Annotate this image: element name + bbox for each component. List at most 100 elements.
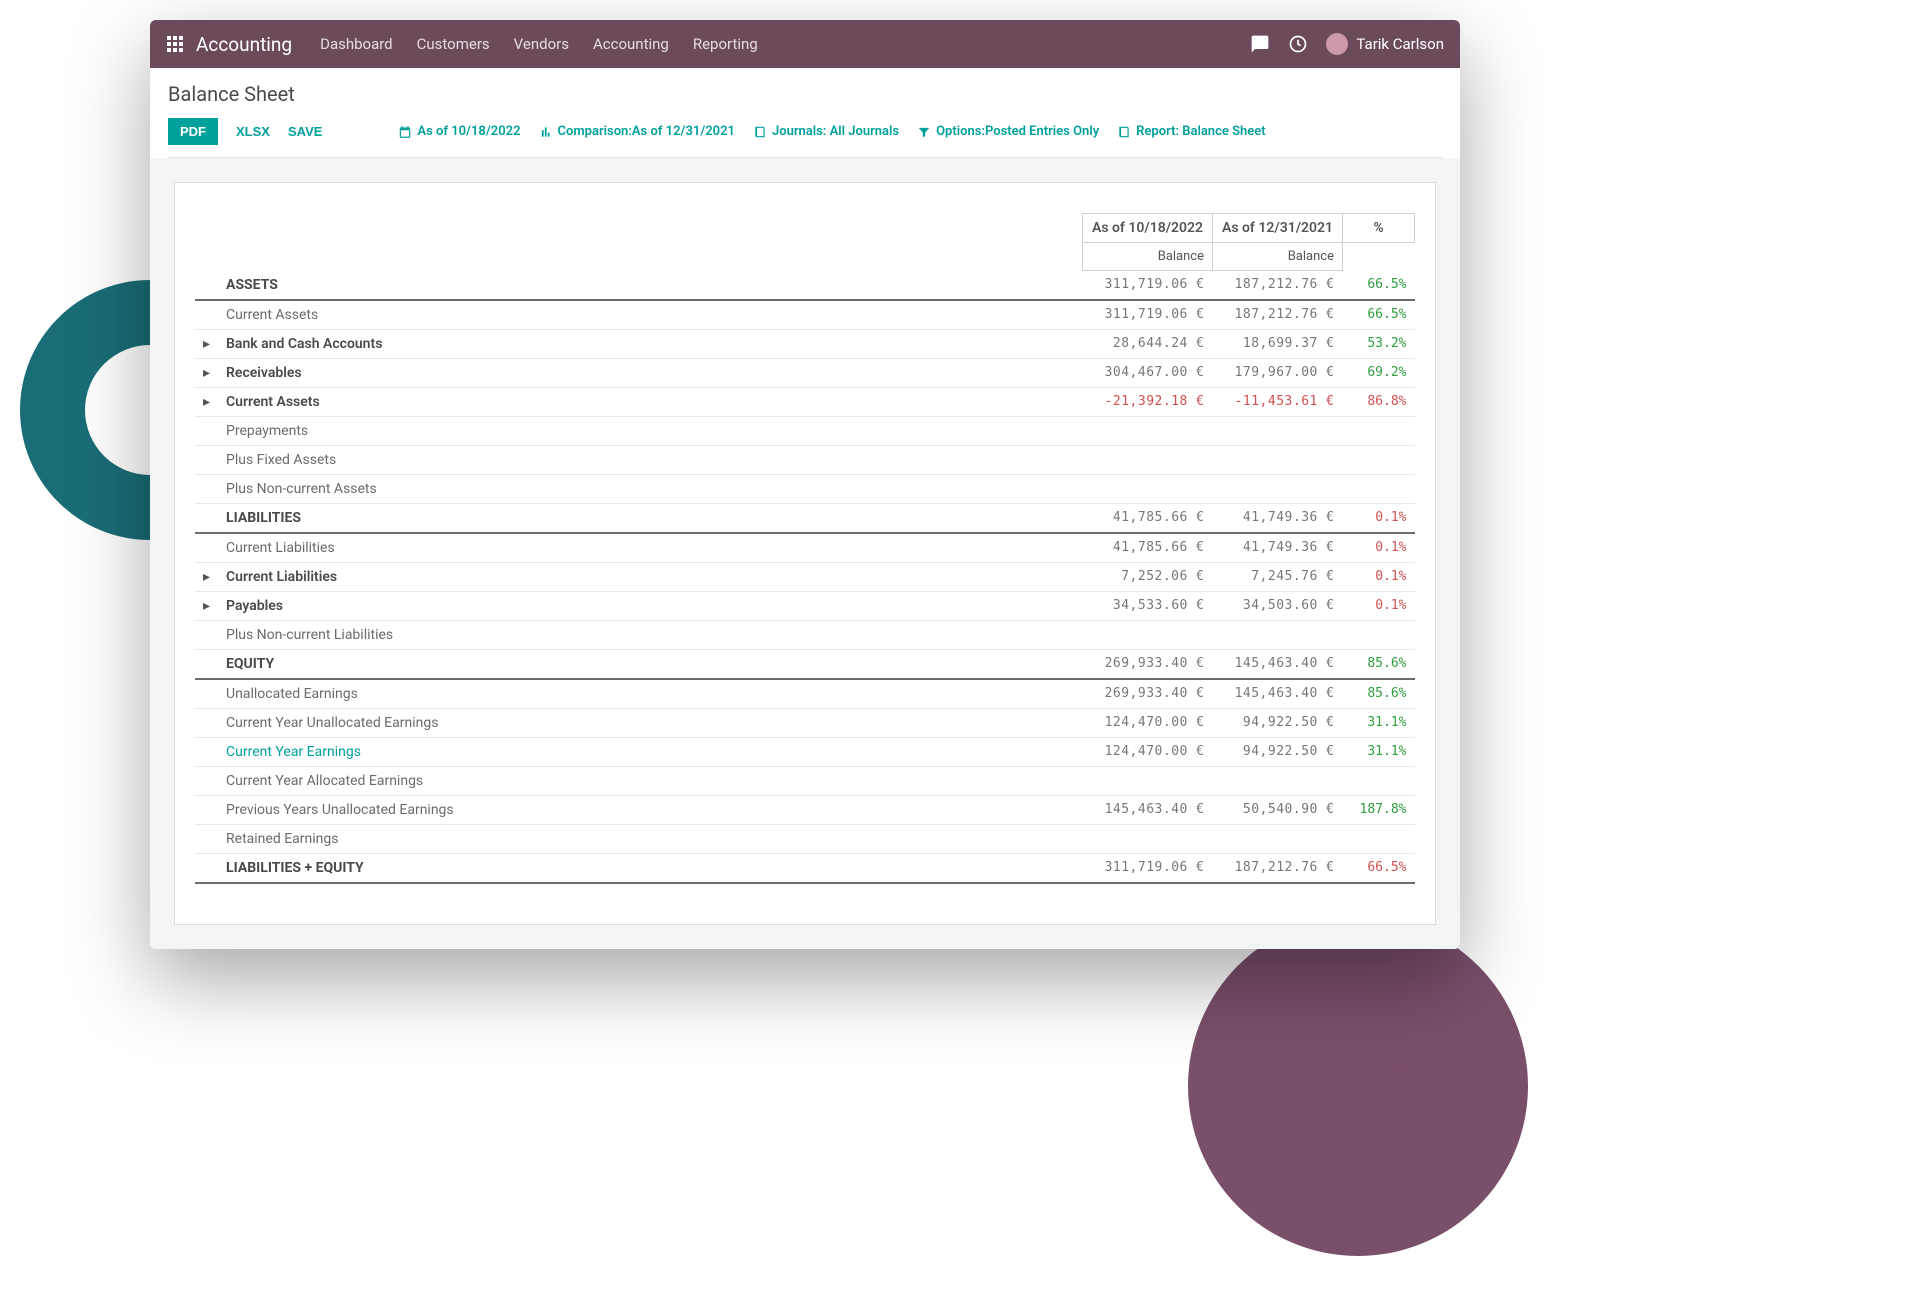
topbar: Accounting Dashboard Customers Vendors A…: [150, 20, 1460, 68]
page-title: Balance Sheet: [168, 82, 1442, 106]
col-header-pct: %: [1343, 214, 1415, 243]
value-pct: 85.6%: [1343, 649, 1415, 679]
export-xlsx-button[interactable]: XLSX: [236, 124, 270, 139]
expand-caret: [195, 271, 218, 300]
expand-caret: [195, 708, 218, 737]
nav-accounting[interactable]: Accounting: [593, 35, 669, 53]
save-button[interactable]: SAVE: [288, 124, 322, 139]
calendar-icon: [398, 125, 412, 139]
avatar: [1326, 33, 1348, 55]
table-row[interactable]: Current Year Unallocated Earnings124,470…: [195, 708, 1415, 737]
report-sheet: As of 10/18/2022 As of 12/31/2021 % Bala…: [174, 182, 1436, 925]
row-label: Plus Non-current Assets: [218, 474, 1082, 503]
row-link[interactable]: Current Year Earnings: [226, 744, 361, 760]
user-menu[interactable]: Tarik Carlson: [1326, 33, 1444, 55]
table-row[interactable]: Current Liabilities41,785.66 €41,749.36 …: [195, 533, 1415, 563]
filter-comparison[interactable]: Comparison:As of 12/31/2021: [539, 124, 735, 139]
export-pdf-button[interactable]: PDF: [168, 118, 218, 145]
expand-caret[interactable]: ▸: [195, 591, 218, 620]
value-period2: 18,699.37 €: [1213, 329, 1343, 358]
activity-icon[interactable]: [1288, 34, 1308, 54]
expand-caret: [195, 795, 218, 824]
expand-caret[interactable]: ▸: [195, 358, 218, 387]
row-label: Current Liabilities: [218, 562, 1082, 591]
messages-icon[interactable]: [1250, 34, 1270, 54]
value-period2: 145,463.40 €: [1213, 649, 1343, 679]
filter-as-of[interactable]: As of 10/18/2022: [398, 124, 520, 139]
table-row[interactable]: Unallocated Earnings269,933.40 €145,463.…: [195, 679, 1415, 709]
app-name[interactable]: Accounting: [196, 33, 292, 56]
table-row[interactable]: ASSETS311,719.06 €187,212.76 €66.5%: [195, 271, 1415, 300]
row-label: Retained Earnings: [218, 824, 1082, 853]
value-pct: 69.2%: [1343, 358, 1415, 387]
table-row[interactable]: ▸Current Assets-21,392.18 €-11,453.61 €8…: [195, 387, 1415, 416]
value-pct: 0.1%: [1343, 562, 1415, 591]
row-label: Previous Years Unallocated Earnings: [218, 795, 1082, 824]
expand-caret[interactable]: ▸: [195, 562, 218, 591]
value-pct: 187.8%: [1343, 795, 1415, 824]
value-pct: 31.1%: [1343, 737, 1415, 766]
nav-customers[interactable]: Customers: [417, 35, 490, 53]
nav-reporting[interactable]: Reporting: [693, 35, 758, 53]
col-header-period1: As of 10/18/2022: [1083, 214, 1213, 243]
table-row[interactable]: ▸Receivables304,467.00 €179,967.00 €69.2…: [195, 358, 1415, 387]
row-label: Current Liabilities: [218, 533, 1082, 563]
expand-caret: [195, 620, 218, 649]
expand-caret: [195, 737, 218, 766]
row-label: Current Assets: [218, 387, 1082, 416]
table-row[interactable]: Current Assets311,719.06 €187,212.76 €66…: [195, 300, 1415, 330]
row-label: Current Year Allocated Earnings: [218, 766, 1082, 795]
value-period2: 94,922.50 €: [1213, 708, 1343, 737]
filter-options[interactable]: Options:Posted Entries Only: [917, 124, 1099, 139]
table-row[interactable]: Plus Non-current Assets: [195, 474, 1415, 503]
row-label: Prepayments: [218, 416, 1082, 445]
value-pct: 66.5%: [1343, 300, 1415, 330]
table-row[interactable]: Prepayments: [195, 416, 1415, 445]
expand-caret[interactable]: ▸: [195, 387, 218, 416]
value-pct: [1343, 416, 1415, 445]
expand-caret: [195, 445, 218, 474]
table-row[interactable]: Plus Non-current Liabilities: [195, 620, 1415, 649]
book-icon: [753, 125, 767, 139]
col-subheader-balance1: Balance: [1083, 243, 1213, 271]
value-period2: 50,540.90 €: [1213, 795, 1343, 824]
value-pct: [1343, 445, 1415, 474]
value-period1: [1083, 445, 1213, 474]
table-row[interactable]: ▸Payables34,533.60 €34,503.60 €0.1%: [195, 591, 1415, 620]
expand-caret: [195, 853, 218, 883]
expand-caret: [195, 300, 218, 330]
table-row[interactable]: EQUITY269,933.40 €145,463.40 €85.6%: [195, 649, 1415, 679]
table-row[interactable]: LIABILITIES41,785.66 €41,749.36 €0.1%: [195, 503, 1415, 533]
table-row[interactable]: LIABILITIES + EQUITY311,719.06 €187,212.…: [195, 853, 1415, 883]
table-row[interactable]: Plus Fixed Assets: [195, 445, 1415, 474]
value-period1: 311,719.06 €: [1083, 853, 1213, 883]
expand-caret[interactable]: ▸: [195, 329, 218, 358]
value-period1: 34,533.60 €: [1083, 591, 1213, 620]
value-period2: [1213, 620, 1343, 649]
table-row[interactable]: Current Year Earnings124,470.00 €94,922.…: [195, 737, 1415, 766]
col-subheader-balance2: Balance: [1213, 243, 1343, 271]
value-period1: [1083, 416, 1213, 445]
nav-vendors[interactable]: Vendors: [514, 35, 569, 53]
chart-icon: [539, 125, 553, 139]
filter-icon: [917, 125, 931, 139]
table-row[interactable]: ▸Current Liabilities7,252.06 €7,245.76 €…: [195, 562, 1415, 591]
value-period1: 269,933.40 €: [1083, 649, 1213, 679]
expand-caret: [195, 533, 218, 563]
value-period1: [1083, 474, 1213, 503]
table-row[interactable]: Retained Earnings: [195, 824, 1415, 853]
value-period1: [1083, 824, 1213, 853]
table-row[interactable]: ▸Bank and Cash Accounts28,644.24 €18,699…: [195, 329, 1415, 358]
expand-caret: [195, 679, 218, 709]
apps-icon[interactable]: [166, 35, 184, 53]
table-row[interactable]: Previous Years Unallocated Earnings145,4…: [195, 795, 1415, 824]
value-period2: 179,967.00 €: [1213, 358, 1343, 387]
expand-caret: [195, 766, 218, 795]
value-period2: 187,212.76 €: [1213, 271, 1343, 300]
row-label: ASSETS: [218, 271, 1082, 300]
nav-dashboard[interactable]: Dashboard: [320, 35, 393, 53]
table-row[interactable]: Current Year Allocated Earnings: [195, 766, 1415, 795]
filter-report[interactable]: Report: Balance Sheet: [1117, 124, 1265, 139]
filter-journals[interactable]: Journals: All Journals: [753, 124, 899, 139]
row-label: Plus Non-current Liabilities: [218, 620, 1082, 649]
